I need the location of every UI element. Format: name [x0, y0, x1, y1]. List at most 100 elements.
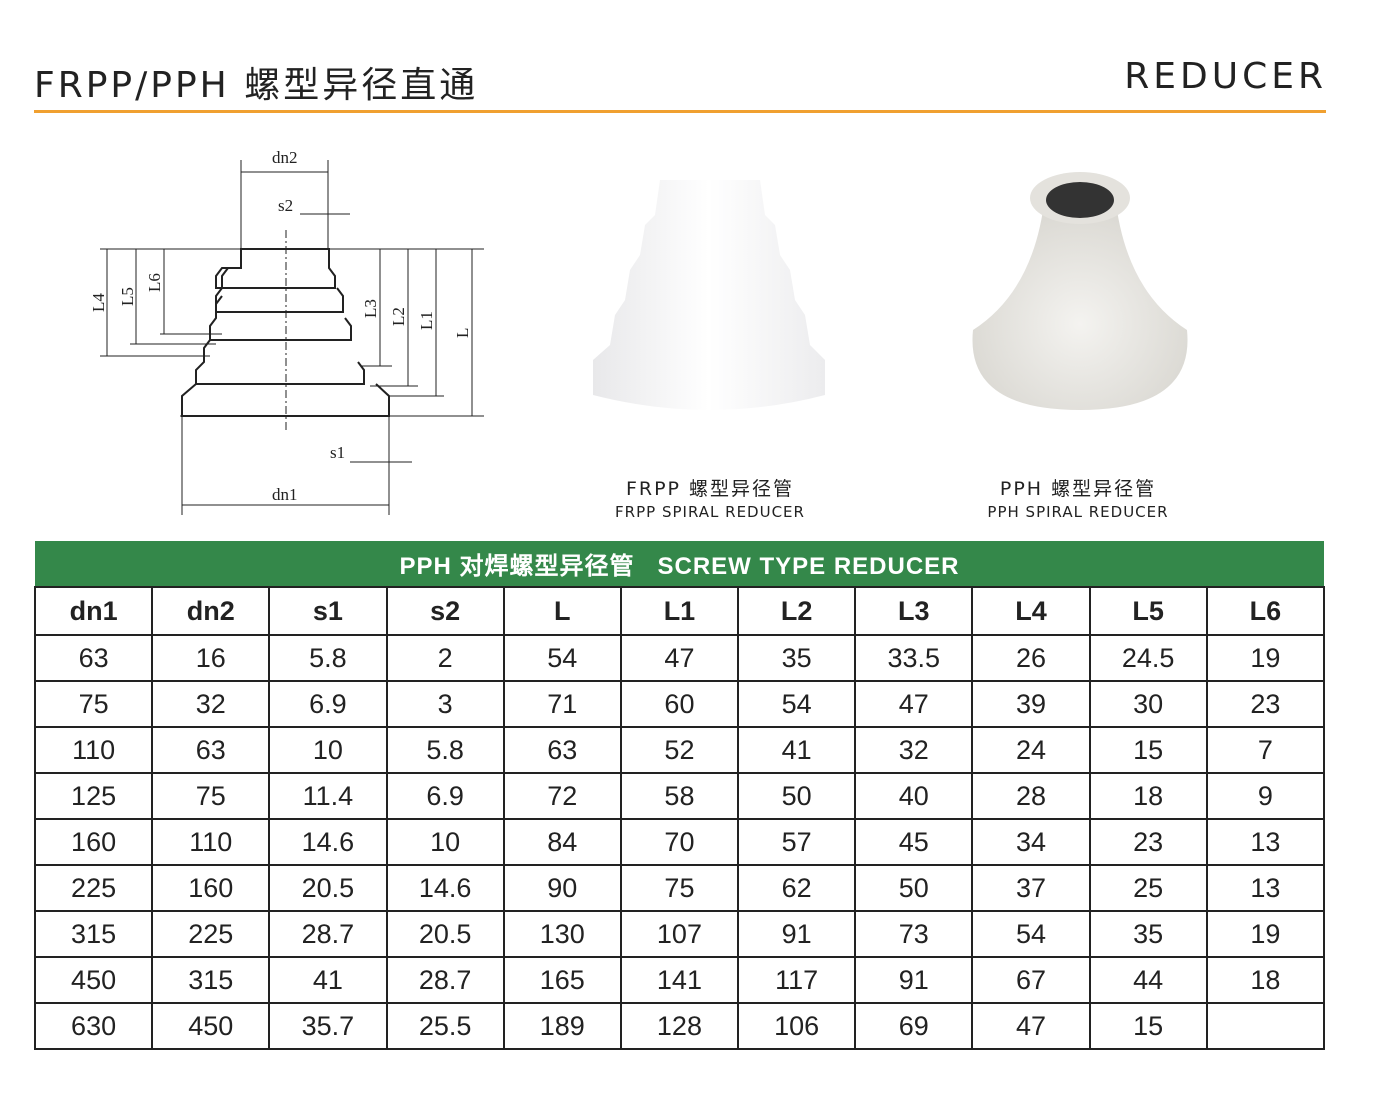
table-cell: 315	[33, 910, 154, 958]
table-cell: 125	[33, 772, 154, 820]
table-cell: 20.5	[268, 864, 388, 912]
table-cell: 35	[1088, 910, 1208, 958]
table-cell: 315	[151, 956, 271, 1004]
technical-drawing: dn2 s2 s1 dn1 L4 L5 L6 L3 L2 L1 L	[89, 148, 484, 515]
table-row: 630 450 35.7 25.5 189 128 106 69 47 15	[33, 1002, 1326, 1050]
table-cell: 23	[1205, 680, 1326, 728]
column-header: L4	[971, 586, 1091, 636]
table-cell: 25	[1088, 864, 1208, 912]
table-cell: 63	[502, 726, 622, 774]
table-cell: 130	[502, 910, 622, 958]
table-cell: 19	[1205, 910, 1326, 958]
table-cell: 32	[854, 726, 974, 774]
table-cell: 67	[971, 956, 1091, 1004]
table-cell: 45	[854, 818, 974, 866]
column-header: L5	[1088, 586, 1208, 636]
label-s1: s1	[330, 443, 345, 462]
table-cell: 91	[854, 956, 974, 1004]
table-cell: 26	[971, 634, 1091, 682]
table-cell: 34	[971, 818, 1091, 866]
table-cell: 37	[971, 864, 1091, 912]
table-cell: 44	[1088, 956, 1208, 1004]
table-cell: 24.5	[1088, 634, 1208, 682]
column-header: s2	[385, 586, 505, 636]
table-cell: 18	[1088, 772, 1208, 820]
table-cell: 10	[385, 818, 505, 866]
table-cell: 25.5	[385, 1002, 505, 1050]
column-header: L2	[737, 586, 857, 636]
table-cell: 160	[33, 818, 154, 866]
table-cell: 225	[33, 864, 154, 912]
page-title: FRPP/PPH 螺型异径直通	[34, 65, 479, 106]
table-cell: 57	[737, 818, 857, 866]
table-row: 225 160 20.5 14.6 90 75 62 50 37 25 13	[33, 864, 1326, 912]
table-cell: 72	[502, 772, 622, 820]
table-cell: 117	[737, 956, 857, 1004]
table-cell: 75	[151, 772, 271, 820]
table-cell: 128	[619, 1002, 740, 1050]
product-caption-pph: PPH 螺型异径管 PPH SPIRAL REDUCER	[987, 478, 1169, 521]
label-L3: L3	[361, 299, 380, 318]
table-cell: 189	[502, 1002, 622, 1050]
table-cell: 6.9	[268, 680, 388, 728]
table-cell: 41	[268, 956, 388, 1004]
table-cell: 2	[385, 634, 505, 682]
table-cell: 15	[1088, 726, 1208, 774]
table-row: 110 63 10 5.8 63 52 41 32 24 15 7	[33, 726, 1326, 774]
table-cell: 47	[619, 634, 740, 682]
frpp-reducer-image	[593, 180, 825, 410]
table-cell: 35	[737, 634, 857, 682]
table-cell: 50	[737, 772, 857, 820]
title-divider	[34, 110, 1326, 113]
column-header: L	[502, 586, 622, 636]
column-header: L3	[854, 586, 974, 636]
table-cell: 75	[33, 680, 154, 728]
table-cell: 62	[737, 864, 857, 912]
table-cell: 40	[854, 772, 974, 820]
table-cell: 28.7	[385, 956, 505, 1004]
table-row: 75 32 6.9 3 71 60 54 47 39 30 23	[33, 680, 1326, 728]
table-cell: 10	[268, 726, 388, 774]
column-header: dn2	[151, 586, 271, 636]
table-cell: 75	[619, 864, 740, 912]
table-header-row: dn1 dn2 s1 s2 L L1 L2 L3 L4 L5 L6	[33, 586, 1326, 636]
column-header: dn1	[33, 586, 154, 636]
table-cell: 73	[854, 910, 974, 958]
label-L: L	[453, 328, 472, 338]
label-s2: s2	[278, 196, 293, 215]
pph-reducer-image	[972, 172, 1188, 410]
table-cell: 450	[151, 1002, 271, 1050]
table-cell: 70	[619, 818, 740, 866]
table-cell: 14.6	[385, 864, 505, 912]
table-cell: 32	[151, 680, 271, 728]
table-cell: 13	[1205, 818, 1326, 866]
table-cell: 15	[1088, 1002, 1208, 1050]
table-cell: 5.8	[385, 726, 505, 774]
table-cell: 41	[737, 726, 857, 774]
table-cell: 84	[502, 818, 622, 866]
table-cell: 33.5	[854, 634, 974, 682]
table-cell: 141	[619, 956, 740, 1004]
table-cell: 5.8	[268, 634, 388, 682]
table-cell: 91	[737, 910, 857, 958]
table-cell: 28.7	[268, 910, 388, 958]
table-row: 450 315 41 28.7 165 141 117 91 67 44 18	[33, 956, 1326, 1004]
label-L2: L2	[389, 307, 408, 326]
table-cell: 63	[33, 634, 154, 682]
table-cell: 11.4	[268, 772, 388, 820]
table-cell: 110	[33, 726, 154, 774]
table-cell: 18	[1205, 956, 1326, 1004]
column-header: L1	[619, 586, 740, 636]
table-cell: 450	[33, 956, 154, 1004]
table-cell: 160	[151, 864, 271, 912]
table-cell: 69	[854, 1002, 974, 1050]
table-cell: 58	[619, 772, 740, 820]
label-dn2: dn2	[272, 148, 298, 167]
table-cell: 54	[737, 680, 857, 728]
table-cell: 39	[971, 680, 1091, 728]
table-cell: 30	[1088, 680, 1208, 728]
label-L5: L5	[118, 287, 137, 306]
table-cell: 14.6	[268, 818, 388, 866]
table-title: PPH 对焊螺型异径管 SCREW TYPE REDUCER	[35, 541, 1324, 587]
